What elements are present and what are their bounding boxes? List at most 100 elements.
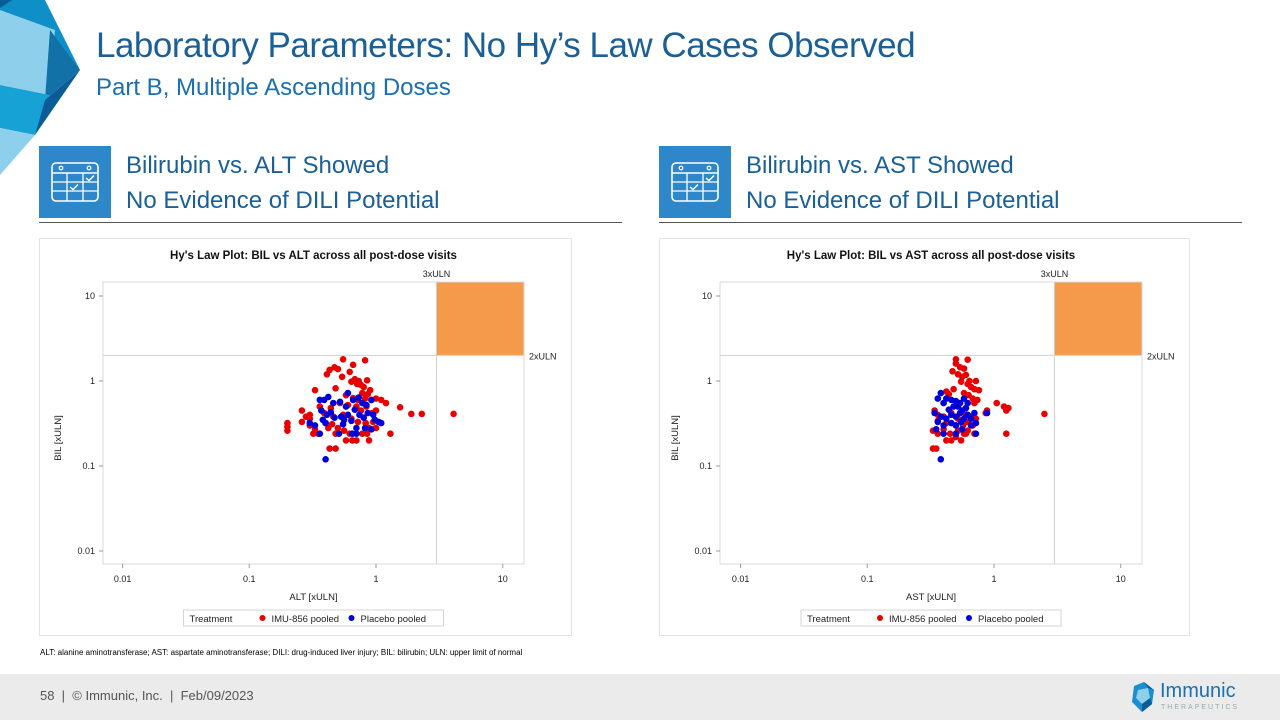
point-imu-856: [311, 386, 319, 394]
point-imu-856: [950, 385, 957, 393]
point-imu-856: [361, 357, 369, 364]
y-tick-label: 10: [702, 291, 712, 301]
legend-box: [183, 609, 444, 627]
brand-name: Immunic: [1160, 680, 1236, 702]
point-placebo: [962, 404, 970, 412]
point-imu-856: [382, 399, 390, 407]
point-placebo: [952, 422, 960, 429]
point-imu-856: [948, 437, 955, 444]
page-subtitle: Part B, Multiple Ascending Doses: [96, 74, 451, 101]
point-placebo: [339, 420, 347, 428]
calendar-check-icon: [39, 146, 111, 218]
legend-marker-placebo: [348, 615, 355, 621]
point-imu-856: [962, 371, 970, 379]
x-axis-label: AST [xULN]: [906, 592, 956, 603]
point-imu-856: [332, 445, 339, 452]
point-placebo: [934, 418, 942, 426]
point-placebo: [349, 396, 357, 404]
section-line1: Bilirubin vs. AST Showed: [746, 152, 1014, 179]
y-tick-label: 0.01: [77, 546, 95, 556]
ref-label-3xuln: 3xULN: [423, 269, 451, 279]
point-placebo: [932, 426, 940, 433]
point-imu-856: [971, 399, 978, 407]
point-imu-856: [328, 420, 336, 428]
point-imu-856: [962, 430, 970, 437]
point-placebo: [335, 430, 343, 437]
point-imu-856: [342, 437, 350, 444]
point-placebo: [937, 413, 945, 420]
section-header-ast: Bilirubin vs. AST Showed No Evidence of …: [659, 146, 1242, 218]
chart-panel-ast: Hy's Law Plot: BIL vs AST across all pos…: [659, 238, 1190, 636]
point-placebo: [316, 396, 324, 404]
point-placebo: [351, 406, 359, 413]
point-imu-856: [284, 427, 291, 434]
point-imu-856: [326, 445, 333, 452]
point-placebo: [322, 456, 329, 463]
legend-label-imu: IMU-856 pooled: [272, 614, 340, 625]
point-placebo: [355, 394, 363, 401]
brand-subtitle: THERAPEUTICS: [1161, 704, 1240, 711]
point-placebo: [972, 419, 980, 427]
x-tick-label: 0.1: [243, 574, 256, 584]
chart-panel-alt: Hy's Law Plot: BIL vs ALT across all pos…: [39, 238, 572, 636]
page-title: Laboratory Parameters: No Hy’s Law Cases…: [96, 26, 916, 65]
point-imu-856: [354, 418, 362, 426]
point-imu-856: [348, 378, 355, 385]
x-axis-label: ALT [xULN]: [289, 592, 337, 603]
point-placebo: [934, 395, 942, 402]
point-imu-856: [387, 430, 394, 437]
point-placebo: [368, 396, 375, 404]
point-imu-856: [323, 371, 331, 378]
point-imu-856: [450, 410, 457, 418]
point-imu-856: [960, 365, 968, 372]
legend-label-placebo: Placebo pooled: [978, 614, 1044, 625]
point-placebo: [952, 430, 960, 437]
point-placebo: [330, 399, 337, 407]
y-tick-label: 0.1: [699, 461, 712, 471]
y-axis-label: BIL [xULN]: [670, 415, 681, 461]
section-divider: [659, 222, 1242, 223]
point-imu-856: [302, 413, 310, 420]
legend-label-placebo: Placebo pooled: [361, 614, 427, 625]
point-placebo: [377, 419, 385, 427]
point-placebo: [931, 409, 938, 417]
point-imu-856: [340, 427, 348, 434]
hys-law-zone: [436, 282, 524, 356]
hys-law-plot-ast: Hy's Law Plot: BIL vs AST across all pos…: [670, 250, 1175, 627]
point-imu-856: [1003, 430, 1010, 437]
point-imu-856: [359, 389, 366, 397]
point-imu-856: [362, 419, 370, 427]
section-line1: Bilirubin vs. ALT Showed: [126, 152, 390, 179]
hys-law-plot-alt: Hy's Law Plot: BIL vs ALT across all pos…: [53, 250, 557, 627]
x-tick-label: 1: [373, 574, 378, 584]
point-imu-856: [975, 386, 983, 394]
chart-title: Hy's Law Plot: BIL vs AST across all pos…: [787, 250, 1075, 262]
x-tick-label: 0.01: [114, 574, 132, 584]
point-placebo: [342, 403, 350, 410]
point-placebo: [956, 409, 964, 417]
legend-marker-imu: [259, 615, 266, 621]
point-placebo: [957, 418, 965, 426]
y-tick-label: 1: [90, 376, 95, 386]
point-placebo: [353, 430, 360, 437]
point-imu-856: [932, 445, 940, 452]
legend-marker-imu: [877, 615, 883, 621]
x-tick-label: 10: [498, 574, 508, 584]
ref-label-3xuln: 3xULN: [1041, 269, 1069, 279]
point-placebo: [325, 393, 332, 401]
point-imu-856: [396, 404, 404, 411]
point-imu-856: [338, 373, 346, 381]
x-tick-label: 1: [991, 574, 996, 584]
point-placebo: [943, 415, 950, 422]
point-placebo: [306, 419, 314, 427]
point-placebo: [318, 407, 325, 414]
point-placebo: [348, 417, 355, 425]
plot-frame: [719, 281, 1143, 565]
point-placebo: [364, 409, 372, 417]
point-placebo: [344, 411, 352, 419]
point-imu-856: [353, 437, 360, 444]
point-imu-856: [360, 383, 368, 391]
immunic-logo-icon: [1132, 682, 1154, 712]
point-imu-856: [310, 430, 317, 437]
point-placebo: [316, 430, 324, 437]
